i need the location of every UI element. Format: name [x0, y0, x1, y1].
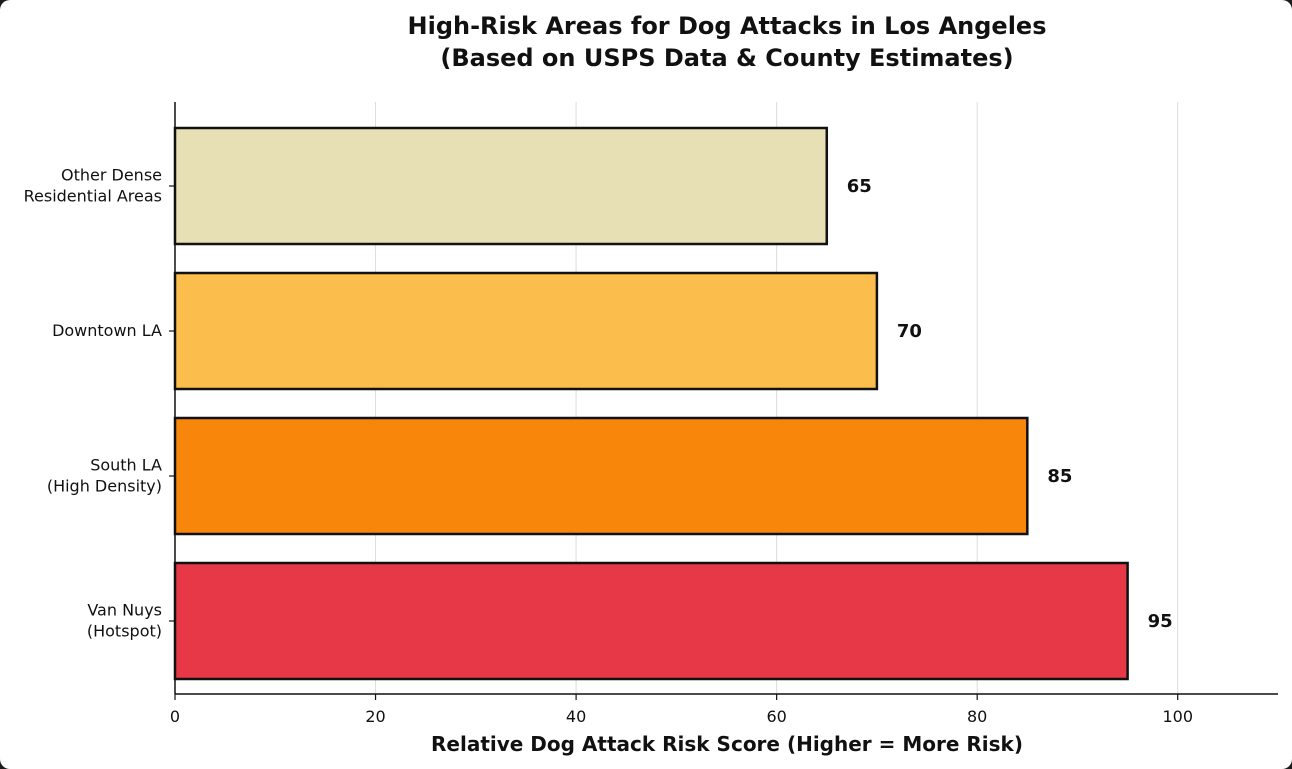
x-axis-title: Relative Dog Attack Risk Score (Higher =… — [431, 732, 1023, 756]
data-label-0: 65 — [847, 176, 872, 197]
bar-1 — [173, 271, 879, 391]
x-axis-ticks: 0 20 40 60 80 100 — [170, 694, 1193, 726]
data-label-1: 70 — [897, 321, 922, 342]
data-label-3: 95 — [1148, 611, 1173, 632]
category-label-2-0: South LA — [90, 456, 162, 475]
category-label-0-0: Other Dense — [61, 166, 162, 185]
chart-title: High-Risk Areas for Dog Attacks in Los A… — [408, 12, 1047, 40]
category-label-3-1: (Hotspot) — [87, 622, 162, 641]
chart-subtitle: (Based on USPS Data & County Estimates) — [440, 44, 1013, 72]
category-label-0-1: Residential Areas — [24, 187, 162, 206]
data-labels: 65 70 85 95 — [847, 176, 1173, 632]
x-tick-label-80: 80 — [967, 707, 987, 726]
axes — [169, 102, 1278, 695]
x-tick-label-100: 100 — [1162, 707, 1193, 726]
bar-3 — [173, 561, 1129, 681]
x-tick-label-40: 40 — [566, 707, 586, 726]
category-label-2-1: (High Density) — [47, 477, 162, 496]
bars — [173, 126, 1129, 681]
category-label-3-0: Van Nuys — [87, 601, 162, 620]
x-tick-label-20: 20 — [365, 707, 385, 726]
y-axis-labels: Other Dense Residential Areas Downtown LA S… — [24, 166, 162, 641]
bar-0 — [173, 126, 829, 246]
category-label-1-0: Downtown LA — [52, 321, 162, 340]
x-tick-label-60: 60 — [766, 707, 786, 726]
x-tick-label-0: 0 — [170, 707, 180, 726]
data-label-2: 85 — [1047, 466, 1072, 487]
bar-2 — [173, 416, 1029, 536]
